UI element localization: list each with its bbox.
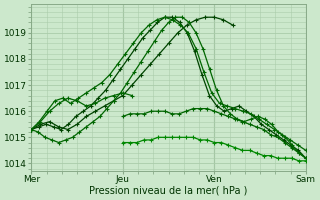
X-axis label: Pression niveau de la mer( hPa ): Pression niveau de la mer( hPa ) bbox=[89, 186, 248, 196]
